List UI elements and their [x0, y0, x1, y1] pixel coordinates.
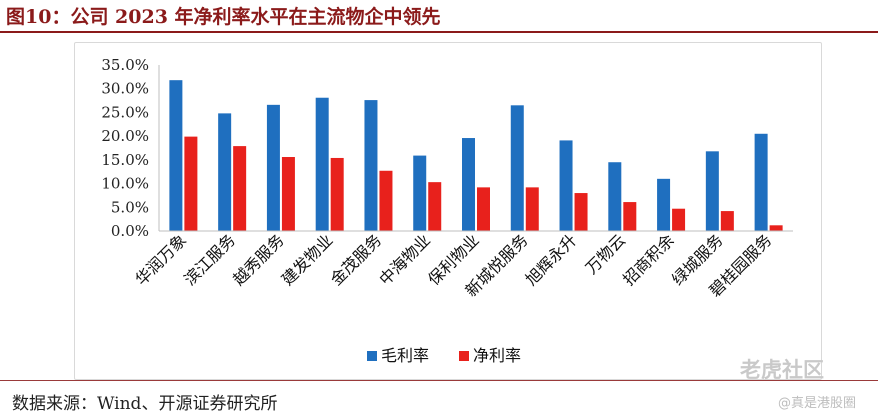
bar-net-margin	[672, 208, 686, 231]
bar-chart: 0.0%5.0%10.0%15.0%20.0%25.0%30.0%35.0%华润…	[101, 56, 793, 365]
bar-gross-margin	[218, 113, 232, 231]
watermark-brand: 老虎社区	[740, 358, 824, 382]
y-tick-label: 20.0%	[101, 127, 149, 145]
bar-net-margin	[525, 187, 539, 231]
bar-net-margin	[623, 202, 637, 231]
legend-swatch	[459, 351, 469, 361]
bar-net-margin	[233, 146, 247, 231]
y-tick-label: 15.0%	[101, 151, 149, 169]
bar-gross-margin	[559, 140, 573, 231]
bar-net-margin	[184, 136, 198, 231]
footer-divider	[0, 380, 878, 381]
bar-net-margin	[769, 225, 783, 231]
x-category-label: 金茂服务	[327, 230, 386, 289]
bar-gross-margin	[705, 151, 719, 231]
bar-gross-margin	[364, 100, 378, 231]
bar-net-margin	[574, 193, 588, 231]
x-category-label: 中海物业	[375, 230, 434, 289]
x-category-label: 滨江服务	[180, 230, 239, 289]
bar-net-margin	[720, 211, 734, 231]
y-tick-label: 0.0%	[111, 222, 149, 240]
x-category-label: 越秀服务	[229, 230, 288, 289]
bar-net-margin	[428, 182, 442, 231]
bar-gross-margin	[315, 97, 329, 232]
title-divider	[0, 31, 878, 33]
y-tick-label: 30.0%	[101, 80, 149, 98]
bar-net-margin	[330, 157, 344, 231]
bar-gross-margin	[266, 104, 280, 231]
y-tick-label: 25.0%	[101, 103, 149, 121]
bar-gross-margin	[510, 105, 524, 231]
y-tick-label: 35.0%	[101, 56, 149, 74]
bar-gross-margin	[413, 155, 427, 231]
y-tick-label: 5.0%	[111, 198, 149, 216]
bar-gross-margin	[608, 162, 622, 231]
x-category-label: 万物云	[582, 230, 629, 277]
bar-net-margin	[281, 157, 295, 231]
legend-swatch	[367, 351, 377, 361]
bar-net-margin	[477, 187, 490, 231]
bar-gross-margin	[657, 178, 671, 231]
x-category-label: 招商积余	[619, 230, 678, 289]
bar-gross-margin	[754, 133, 768, 231]
bar-gross-margin	[462, 138, 475, 231]
bar-gross-margin	[169, 80, 183, 231]
chart-container: 0.0% 5.0% 10.0% 15.0% 20.0% 25.0% 30.0% 35.0% 华润…	[74, 42, 822, 380]
y-tick-label: 10.0%	[101, 175, 149, 193]
legend-label: 净利率	[473, 346, 521, 365]
bar-net-margin	[379, 170, 393, 231]
x-category-label: 旭辉永升	[522, 230, 581, 289]
legend-label: 毛利率	[381, 346, 429, 365]
x-category-label: 建发物业	[278, 230, 337, 289]
figure-title: 图10：公司 2023 年净利率水平在主流物企中领先	[6, 6, 441, 28]
watermark-handle: @真是港股圈	[778, 396, 857, 411]
source-note: 数据来源：Wind、开源证券研究所	[12, 394, 278, 414]
